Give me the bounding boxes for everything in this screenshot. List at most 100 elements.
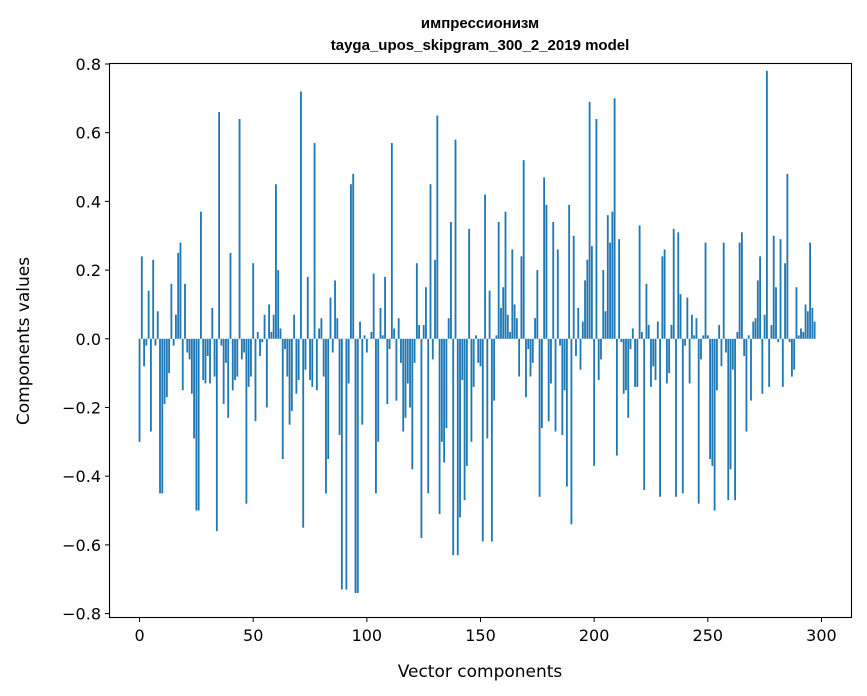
bar <box>411 338 414 470</box>
bar <box>175 314 177 339</box>
bar <box>234 338 236 380</box>
bar <box>759 256 761 339</box>
bar <box>781 338 784 387</box>
bar <box>725 338 727 353</box>
x-tick-label: 150 <box>465 626 496 645</box>
bar <box>184 283 186 339</box>
bar <box>468 228 471 339</box>
bar <box>513 304 516 339</box>
bar <box>497 222 500 339</box>
bar <box>370 331 373 339</box>
bar <box>777 338 780 343</box>
bar <box>236 338 239 377</box>
bar <box>393 328 396 339</box>
bar <box>463 338 466 501</box>
bar <box>731 338 734 370</box>
bar <box>802 331 805 339</box>
bar <box>688 338 691 384</box>
bar <box>340 338 343 590</box>
bar <box>640 331 643 339</box>
bar <box>638 225 641 339</box>
bar <box>375 338 377 494</box>
bar <box>556 249 559 339</box>
bar <box>461 338 464 380</box>
y-axis-label: Components values <box>14 257 34 425</box>
bar <box>550 338 552 384</box>
bar <box>338 338 341 435</box>
bar <box>406 338 409 384</box>
bar <box>322 338 325 377</box>
bar <box>809 242 811 339</box>
bar <box>436 115 439 339</box>
bar <box>195 338 198 511</box>
bar <box>240 338 243 360</box>
bar <box>502 287 505 339</box>
bar <box>656 321 659 339</box>
bar <box>420 338 423 538</box>
bar <box>634 338 636 387</box>
bar <box>768 338 771 387</box>
bar <box>652 338 655 367</box>
bar <box>718 325 721 339</box>
bar <box>559 338 561 346</box>
bar <box>159 338 161 494</box>
bar <box>736 331 739 339</box>
bar <box>647 325 650 339</box>
bar <box>250 338 252 377</box>
bar <box>447 318 450 339</box>
bar <box>775 287 777 339</box>
bar <box>265 338 268 408</box>
bar <box>356 338 359 593</box>
bar <box>575 338 577 356</box>
bar <box>252 263 255 339</box>
bar <box>186 338 189 353</box>
bar <box>522 160 525 339</box>
bar <box>756 280 759 339</box>
bar <box>700 338 702 360</box>
bar <box>554 338 557 432</box>
bar <box>379 307 382 339</box>
bar <box>143 338 146 367</box>
bar <box>702 335 705 339</box>
bar <box>806 311 809 339</box>
bar <box>529 338 532 377</box>
bar <box>479 338 482 367</box>
chart-title-line-1: импрессионизм <box>421 15 539 32</box>
y-tick-label: −0.6 <box>62 536 101 555</box>
bar <box>281 338 284 459</box>
bar <box>445 338 448 429</box>
bar <box>600 338 602 360</box>
bar <box>622 338 625 394</box>
bar <box>165 338 168 398</box>
bar <box>727 338 730 501</box>
bar <box>629 338 632 350</box>
bar <box>161 338 164 494</box>
bar <box>140 256 143 339</box>
bar <box>722 242 725 339</box>
bar <box>275 184 277 339</box>
bar <box>147 290 150 339</box>
bar <box>220 338 223 346</box>
bar <box>511 249 514 339</box>
bar <box>536 270 539 339</box>
bar <box>743 338 746 356</box>
bars-group <box>138 70 816 593</box>
bar <box>509 331 511 339</box>
bar <box>350 184 352 339</box>
bar <box>450 222 452 339</box>
bar <box>606 215 609 339</box>
y-tick-label: 0.8 <box>76 55 101 74</box>
plot-frame <box>108 62 853 619</box>
bar <box>645 283 648 339</box>
bar <box>684 338 686 346</box>
bar <box>443 338 446 463</box>
bar <box>440 338 443 442</box>
bar <box>188 338 191 360</box>
bar <box>668 338 671 374</box>
bar <box>397 318 400 339</box>
bar <box>225 338 227 363</box>
bar <box>627 338 630 418</box>
bar <box>325 338 327 494</box>
bar <box>706 335 709 339</box>
bar <box>365 338 368 353</box>
